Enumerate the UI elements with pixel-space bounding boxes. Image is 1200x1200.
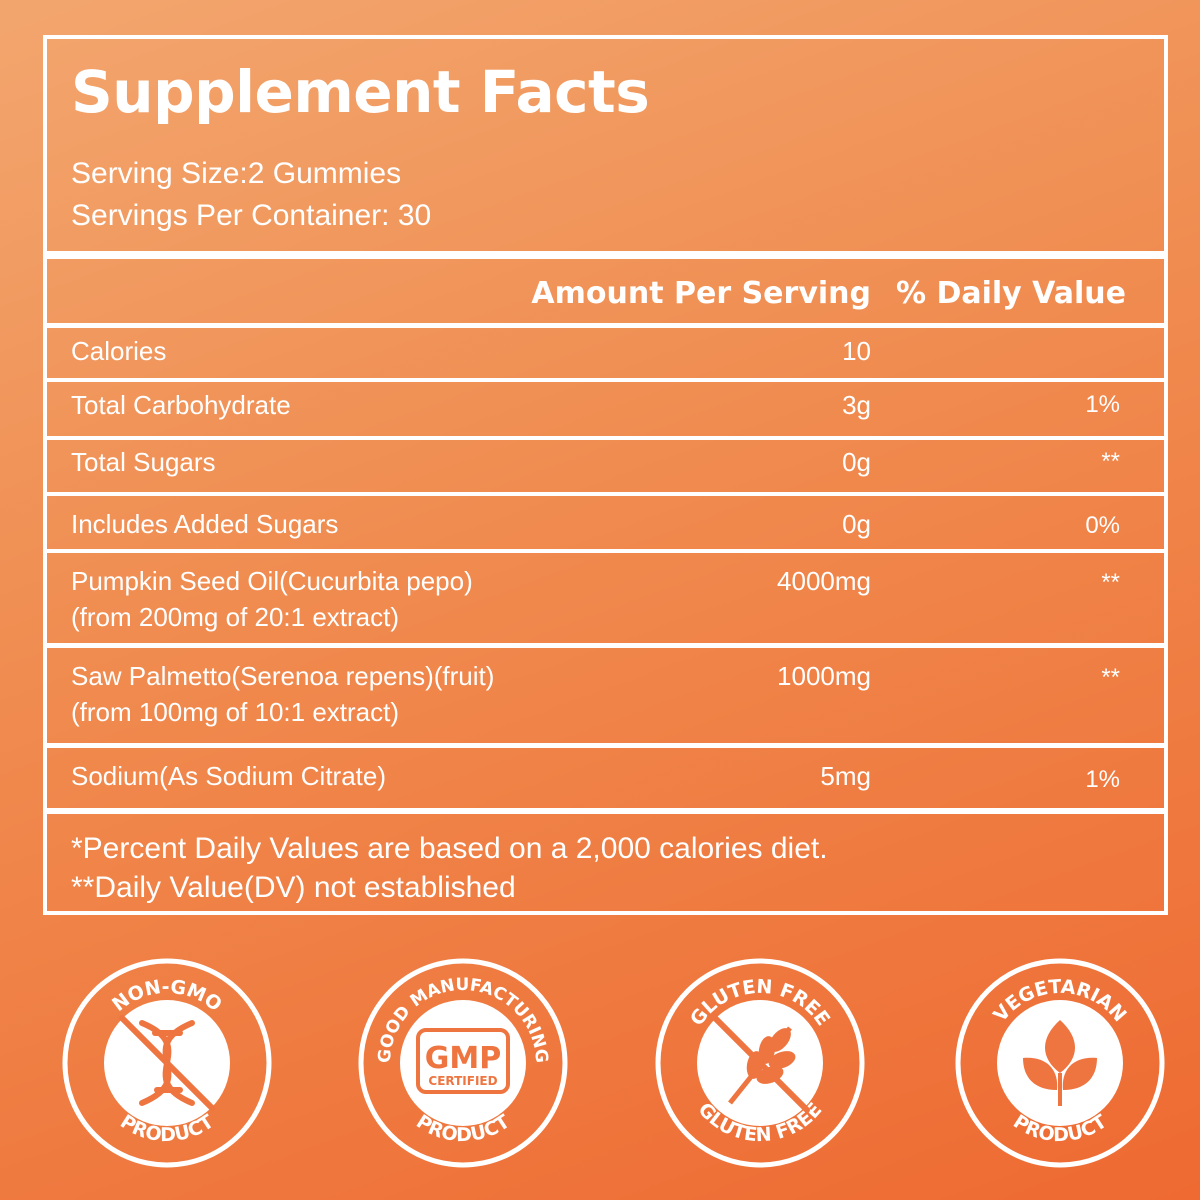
table-row: Calories 10 <box>47 328 1164 378</box>
table-row: Pumpkin Seed Oil(Cucurbita pepo) (from 2… <box>47 553 1164 643</box>
table-row: Includes Added Sugars 0g 0% <box>47 496 1164 549</box>
supplement-facts-panel: Supplement Facts Serving Size:2 Gummies … <box>43 35 1168 915</box>
row-daily-value: 1% <box>1085 391 1120 418</box>
row-divider <box>47 549 1164 553</box>
table-row: Sodium(As Sodium Citrate) 5mg 1% <box>47 748 1164 808</box>
divider-thick <box>47 251 1164 259</box>
gluten-free-badge: GLUTEN FREE GLUTEN FREE <box>655 958 865 1168</box>
table-row: Total Carbohydrate 3g 1% <box>47 382 1164 432</box>
row-name: Saw Palmetto(Serenoa repens)(fruit) <box>71 661 495 691</box>
row-amount: 0g <box>842 509 871 539</box>
row-daily-value: 1% <box>1085 766 1120 793</box>
row-amount: 10 <box>842 336 871 366</box>
footnote-dv: **Daily Value(DV) not established <box>71 871 516 904</box>
row-amount: 0g <box>842 447 871 477</box>
wheat-crossed-icon <box>710 1013 810 1113</box>
serving-size: Serving Size:2 Gummies <box>71 157 402 190</box>
header-amount: Amount Per Serving <box>531 276 871 311</box>
gmp-label-icon: GMP CERTIFIED <box>416 1028 510 1094</box>
vegetarian-badge: VEGETARIAN PRODUCT <box>955 958 1165 1168</box>
divider-footer <box>47 808 1164 814</box>
gmp-text: GMP <box>425 1041 501 1076</box>
row-divider <box>47 743 1164 748</box>
row-divider <box>47 436 1164 440</box>
panel-title: Supplement Facts <box>71 58 650 126</box>
table-row: Total Sugars 0g ** <box>47 440 1164 492</box>
row-daily-value: ** <box>1101 664 1120 691</box>
row-name: Includes Added Sugars <box>71 509 339 539</box>
dna-crossed-icon <box>119 1015 215 1111</box>
row-daily-value: ** <box>1101 569 1120 596</box>
gmp-badge: GOOD MANUFACTURING PRODUCT GMP CERTIFIED <box>358 958 568 1168</box>
servings-per-container: Servings Per Container: 30 <box>71 199 432 232</box>
certified-text: CERTIFIED <box>428 1074 497 1088</box>
row-daily-value: ** <box>1101 448 1120 475</box>
row-name: Calories <box>71 336 167 366</box>
row-amount: 5mg <box>820 761 871 791</box>
non-gmo-badge: NON-GMO PRODUCT <box>62 958 272 1168</box>
row-divider <box>47 643 1164 648</box>
leaves-icon <box>1023 1020 1097 1106</box>
divider-header <box>47 323 1164 328</box>
footnote-percent: *Percent Daily Values are based on a 2,0… <box>71 832 828 865</box>
row-daily-value: 0% <box>1085 512 1120 539</box>
row-amount: 3g <box>842 390 871 420</box>
row-name: Pumpkin Seed Oil(Cucurbita pepo) <box>71 566 473 596</box>
row-name: Sodium(As Sodium Citrate) <box>71 761 386 791</box>
table-row: Saw Palmetto(Serenoa repens)(fruit) (fro… <box>47 648 1164 743</box>
row-divider <box>47 378 1164 382</box>
row-name-detail: (from 200mg of 20:1 extract) <box>71 602 400 632</box>
row-divider <box>47 492 1164 496</box>
row-name: Total Sugars <box>71 447 216 477</box>
row-amount: 4000mg <box>777 566 871 596</box>
row-name: Total Carbohydrate <box>71 390 291 420</box>
header-daily-value: % Daily Value <box>895 276 1126 311</box>
row-amount: 1000mg <box>777 661 871 691</box>
row-name-detail: (from 100mg of 10:1 extract) <box>71 697 400 727</box>
